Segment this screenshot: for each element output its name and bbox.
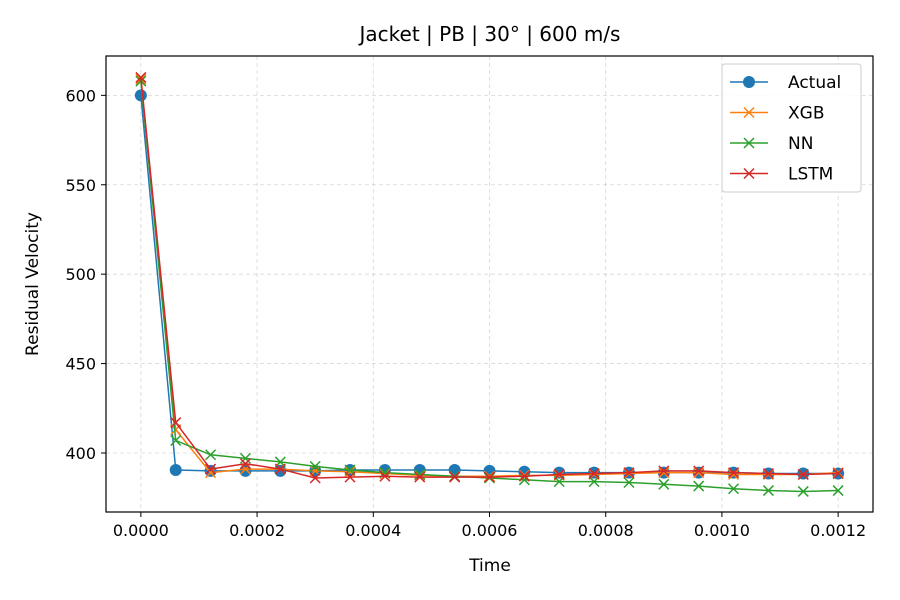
legend-item-xgb: XGB: [730, 104, 824, 124]
series-lstm: [135, 71, 844, 484]
data-point-nn: [588, 476, 600, 488]
legend-marker-lstm: [743, 167, 755, 180]
y-axis: 400 450 500 550 600: [65, 86, 106, 463]
x-tick-label: 0.0000: [113, 521, 169, 540]
series-layer: [134, 71, 845, 497]
x-axis: 0.0000 0.0002 0.0004 0.0006 0.0008 0.0010 0.00…: [113, 512, 866, 540]
x-tick-label: 0.0002: [229, 521, 285, 540]
legend-item-actual: Actual: [730, 73, 841, 93]
data-point-lstm: [239, 458, 251, 470]
x-tick-label: 0.0010: [694, 521, 750, 540]
data-point-actual: [448, 463, 461, 476]
y-tick-label: 550: [65, 176, 96, 195]
data-point-nn: [309, 460, 321, 472]
data-point-nn: [693, 480, 705, 492]
data-point-lstm: [449, 471, 461, 483]
data-point-lstm: [623, 467, 635, 479]
data-point-xgb: [658, 467, 670, 479]
data-point-lstm: [762, 468, 774, 480]
data-point-nn: [205, 449, 217, 461]
data-point-nn: [658, 478, 670, 490]
data-point-xgb: [693, 467, 705, 479]
data-point-lstm: [832, 468, 844, 480]
data-point-nn: [623, 476, 635, 489]
data-point-lstm: [205, 463, 217, 475]
x-axis-label: Time: [468, 556, 511, 576]
legend: Actual XGB NN LSTM: [721, 63, 862, 193]
data-point-nn: [762, 485, 774, 497]
data-point-actual: [483, 464, 496, 477]
data-point-lstm: [483, 471, 496, 483]
legend-label-xgb: XGB: [788, 104, 824, 124]
legend-marker-actual: [743, 76, 755, 88]
data-point-lstm: [518, 470, 530, 482]
data-point-lstm: [728, 467, 740, 479]
legend-marker-xgb: [743, 106, 755, 119]
data-point-lstm: [170, 417, 182, 429]
x-tick-label: 0.0008: [578, 521, 634, 540]
data-point-lstm: [693, 465, 705, 477]
legend-item-lstm: LSTM: [730, 165, 833, 185]
y-tick-label: 600: [65, 86, 96, 105]
data-point-actual: [239, 464, 252, 477]
data-point-lstm: [797, 468, 809, 480]
data-point-lstm: [309, 472, 321, 484]
legend-marker-nn: [743, 137, 755, 149]
data-point-xgb: [728, 468, 740, 480]
data-point-actual: [169, 463, 182, 476]
data-point-lstm: [344, 471, 356, 483]
y-tick-label: 400: [65, 444, 96, 463]
data-point-lstm: [414, 471, 426, 483]
data-point-xgb: [344, 466, 356, 478]
data-point-lstm: [588, 468, 600, 480]
data-point-nn: [239, 452, 251, 464]
data-point-nn: [797, 485, 809, 497]
y-axis-label: Residual Velocity: [23, 212, 43, 356]
data-point-lstm: [379, 470, 391, 482]
data-point-nn: [832, 485, 844, 497]
y-tick-label: 500: [65, 265, 96, 284]
y-tick-label: 450: [65, 355, 96, 374]
legend-box: [721, 63, 862, 193]
data-point-lstm: [274, 463, 286, 475]
legend-item-nn: NN: [730, 134, 813, 154]
data-point-actual: [134, 89, 147, 102]
data-point-xgb: [239, 463, 251, 475]
legend-label-nn: NN: [788, 134, 813, 154]
data-point-nn: [170, 434, 182, 447]
x-tick-label: 0.0004: [345, 521, 401, 540]
x-tick-label: 0.0006: [462, 521, 518, 540]
x-tick-label: 0.0012: [810, 521, 866, 540]
legend-label-actual: Actual: [788, 73, 841, 93]
data-point-lstm: [658, 465, 670, 477]
data-point-lstm: [135, 71, 147, 83]
data-point-lstm: [553, 468, 565, 480]
data-point-nn: [728, 483, 740, 495]
chart-title: Jacket | PB | 30° | 600 m/s: [358, 22, 621, 46]
legend-label-lstm: LSTM: [788, 165, 833, 185]
